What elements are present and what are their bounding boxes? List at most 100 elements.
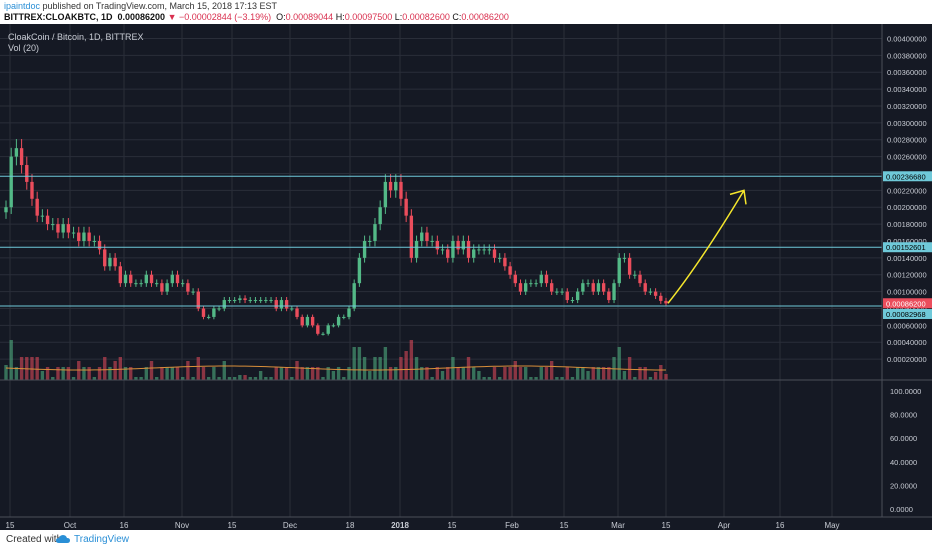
volume-bar — [404, 351, 408, 380]
price-axis-label — [883, 298, 932, 309]
candle-body — [134, 283, 138, 285]
y-tick-label: 0.00060000 — [887, 321, 927, 330]
candle-body — [14, 148, 19, 157]
volume-bar — [472, 367, 476, 380]
volume-bar — [269, 377, 273, 380]
y-tick-label: 0.00300000 — [887, 119, 927, 128]
candle-body — [321, 333, 325, 335]
x-tick-label: Apr — [718, 521, 731, 530]
volume-bar — [9, 340, 13, 380]
candle-body — [607, 291, 611, 301]
last-price: 0.00086200 — [117, 12, 166, 22]
x-tick-label: 2018 — [391, 521, 409, 530]
lower-y-tick-label: 60.0000 — [890, 434, 917, 443]
tradingview-brand-link[interactable]: TradingView — [74, 534, 130, 545]
candle-body — [108, 257, 112, 267]
x-tick-label: 15 — [228, 521, 237, 530]
candle-body — [638, 274, 642, 284]
y-tick-label: 0.00120000 — [887, 271, 927, 280]
candle-body — [66, 224, 71, 233]
candle-body — [264, 300, 268, 302]
candle-body — [295, 308, 299, 317]
candle-body — [414, 240, 419, 258]
y-tick-label: 0.00220000 — [887, 186, 927, 195]
candle-body — [222, 300, 226, 309]
volume-bar — [357, 347, 362, 380]
x-tick-label: Mar — [611, 521, 625, 530]
chart-background — [0, 24, 932, 530]
y-tick-label: 0.00140000 — [887, 254, 927, 263]
volume-bar — [134, 377, 138, 380]
volume-bar — [414, 357, 419, 380]
chart-legend: CloakCoin / Bitcoin, 1D, BITTREX Vol (20… — [8, 32, 144, 54]
volume-bar — [30, 357, 34, 380]
candle-body — [539, 274, 543, 284]
candle-body — [113, 257, 117, 267]
volume-bar — [264, 377, 268, 380]
candle-body — [627, 257, 632, 275]
candle-body — [40, 215, 45, 217]
symbol-name: BITTREX:CLOAKBTC, 1D — [4, 12, 113, 22]
volume-bar — [103, 357, 107, 380]
price-chart[interactable]: 0.00400000 0.00380000 0.00360000 0.00340000… — [0, 24, 932, 530]
x-tick-label: 15 — [448, 521, 457, 530]
volume-bar — [446, 367, 450, 380]
annotation-arrow[interactable] — [667, 189, 745, 304]
volume-bar — [633, 377, 637, 380]
volume-bar — [175, 367, 180, 380]
volume-bar — [186, 361, 190, 380]
volume-bar — [129, 367, 133, 380]
volume-bar — [274, 367, 278, 380]
candle-body — [331, 325, 336, 327]
author-link[interactable]: ipaintdoc — [4, 1, 41, 11]
lower-y-tick-label: 80.0000 — [890, 411, 917, 420]
volume-bar — [45, 367, 50, 380]
volume-bar — [40, 371, 45, 380]
volume-bar — [35, 357, 39, 380]
volume-bar — [123, 367, 128, 380]
volume-bar — [139, 377, 143, 380]
lower-y-tick-label: 0.0000 — [890, 505, 913, 514]
volume-bar — [336, 367, 341, 380]
volume-bar — [290, 377, 294, 380]
volume-bar — [575, 367, 580, 380]
candle-body — [123, 274, 128, 284]
low-label: L: — [394, 12, 403, 22]
y-tick-label: 0.00400000 — [887, 34, 927, 43]
candle-body — [622, 257, 627, 259]
candle-body — [440, 249, 445, 251]
candle-body — [196, 291, 200, 309]
candle-body — [300, 316, 304, 326]
created-with-text: Created with — [6, 534, 63, 545]
y-tick-label: 0.00260000 — [887, 153, 927, 162]
candle-body — [523, 283, 528, 292]
volume-bar — [607, 367, 611, 380]
candle-body — [435, 240, 440, 250]
volume-bar — [487, 377, 491, 380]
volume-bar — [181, 377, 185, 380]
volume-bar — [4, 365, 8, 380]
low-value: 0.00082600 — [402, 12, 450, 22]
price-axis-label-text: 0.00152601 — [886, 243, 926, 252]
candle-body — [581, 283, 585, 292]
volume-bar — [347, 367, 351, 380]
volume-bar — [430, 377, 434, 380]
candle-body — [248, 300, 252, 302]
x-tick-label: Feb — [505, 521, 519, 530]
lower-y-tick-label: 20.0000 — [890, 481, 917, 490]
candle-body — [77, 232, 81, 241]
price-axis-label-text: 0.00082968 — [886, 310, 926, 319]
x-tick-label: 15 — [662, 521, 671, 530]
candle-body — [612, 283, 616, 301]
x-tick-label: Oct — [64, 521, 77, 530]
candle-body — [4, 207, 8, 213]
volume-bar — [238, 375, 242, 380]
candle-body — [456, 240, 460, 250]
volume-bar — [217, 377, 221, 380]
volume-bar — [581, 367, 585, 380]
volume-bar — [300, 367, 304, 380]
candle-body — [149, 274, 154, 284]
candle-body — [487, 249, 491, 251]
legend-title: CloakCoin / Bitcoin, 1D, BITTREX — [8, 32, 144, 42]
volume-bar — [653, 372, 658, 380]
